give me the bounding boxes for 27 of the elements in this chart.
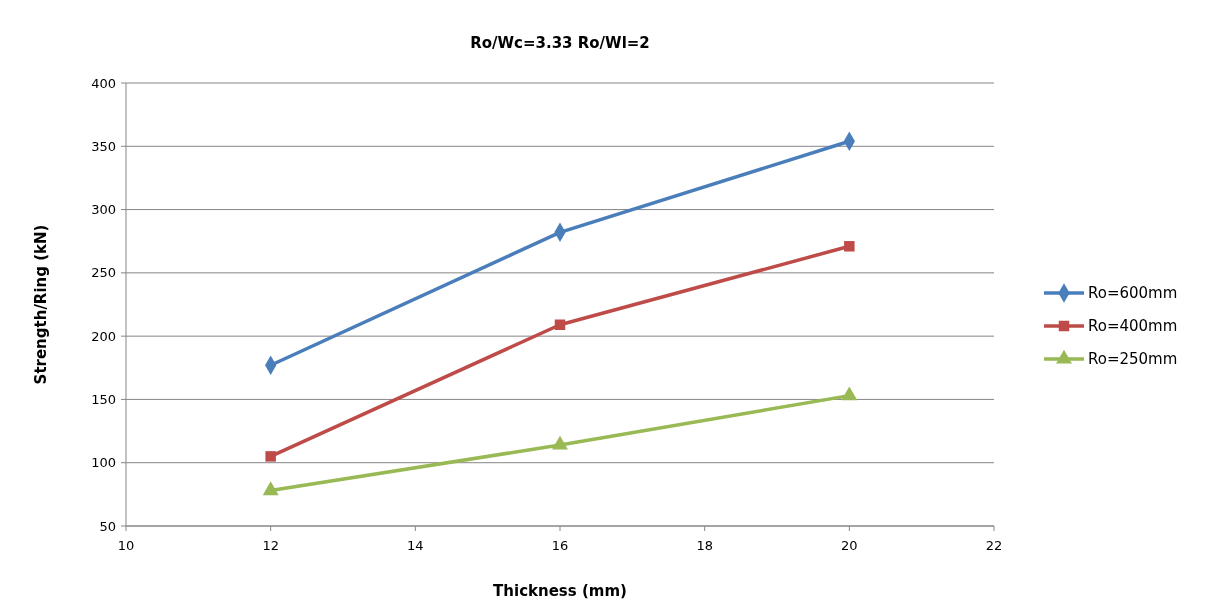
- point: [265, 451, 276, 462]
- x-tick-label: 16: [551, 538, 569, 553]
- legend-label: Ro=600mm: [1088, 284, 1178, 303]
- y-axis-title: Strength/Ring (kN): [32, 224, 50, 385]
- x-tick-label: 20: [841, 538, 858, 553]
- point: [844, 241, 855, 252]
- x-tick-label: 22: [985, 538, 1003, 553]
- x-tick-label: 10: [117, 538, 135, 553]
- point: [552, 435, 568, 450]
- y-tick-label: 200: [91, 328, 116, 344]
- y-tick-label: 350: [91, 138, 116, 154]
- point: [554, 319, 566, 330]
- x-tick-label: 12: [262, 538, 279, 553]
- y-tick-label: 150: [91, 391, 116, 407]
- y-tick-label: 100: [91, 455, 116, 471]
- chart-title: Ro/Wc=3.33 Ro/Wl=2: [470, 34, 650, 52]
- y-tick-label: 50: [99, 518, 116, 534]
- x-axis-title: Thickness (mm): [493, 582, 627, 600]
- legend-label: Ro=400mm: [1088, 317, 1178, 336]
- x-tick-label: 14: [407, 538, 424, 553]
- point: [262, 481, 279, 496]
- legend-label: Ro=250mm: [1088, 350, 1178, 369]
- y-tick-label: 400: [91, 75, 116, 91]
- y-tick-label: 300: [91, 202, 116, 218]
- y-tick-label: 250: [91, 265, 116, 281]
- x-tick-label: 18: [696, 538, 713, 553]
- point: [841, 386, 858, 401]
